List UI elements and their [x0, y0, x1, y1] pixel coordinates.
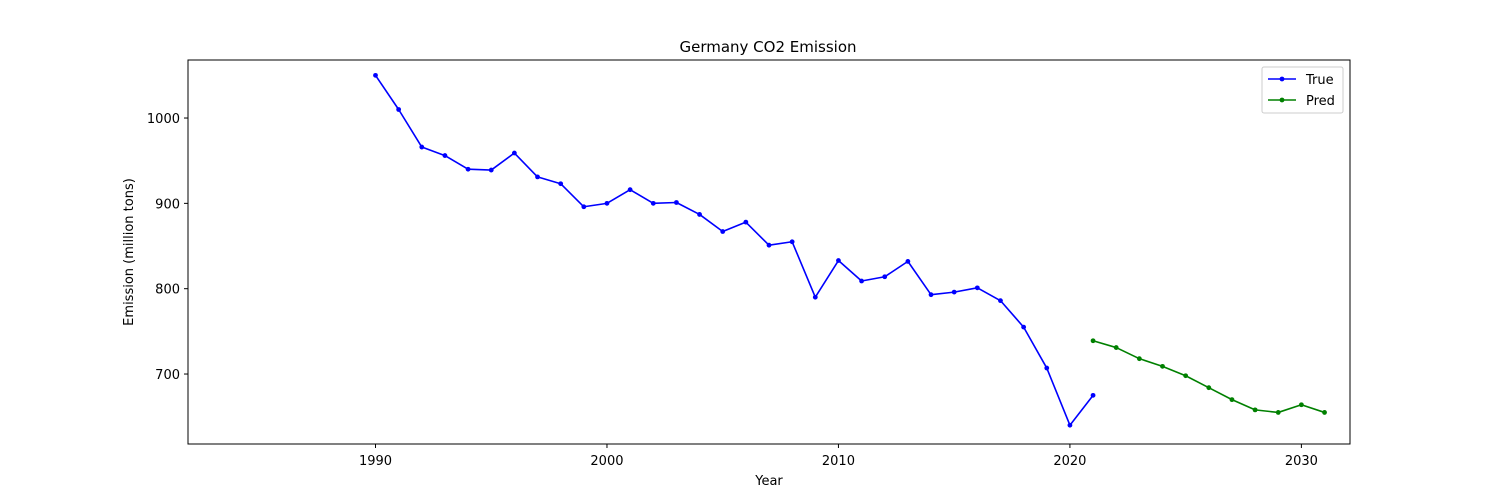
data-point-true	[558, 181, 564, 187]
legend-marker-pred	[1279, 97, 1285, 103]
data-point-pred	[1113, 345, 1119, 350]
y-axis: 700 800 900 1000	[147, 112, 188, 383]
data-point-true	[442, 153, 448, 158]
x-tick-label: 2020	[1053, 454, 1086, 469]
data-point-true	[650, 200, 656, 206]
axes-frame	[187, 59, 1351, 445]
data-point-pred	[1252, 407, 1258, 413]
data-point-pred	[1206, 385, 1212, 391]
series-line-true	[374, 74, 1094, 427]
data-point-true	[836, 258, 841, 263]
legend: True Pred	[1261, 66, 1344, 114]
data-point-true	[998, 298, 1003, 304]
data-point-pred	[1183, 373, 1189, 379]
y-axis-title: Emission (million tons)	[122, 178, 137, 326]
data-point-true	[465, 166, 471, 172]
data-point-true	[974, 285, 980, 291]
y-tick-label: 800	[155, 283, 180, 298]
data-point-true	[1044, 365, 1050, 371]
data-point-pred	[1275, 410, 1281, 415]
y-tick-label: 1000	[147, 112, 180, 127]
data-point-true	[581, 204, 587, 210]
data-point-pred	[1322, 410, 1327, 415]
data-point-true	[1067, 422, 1073, 428]
data-point-true	[697, 212, 702, 217]
data-point-true	[488, 167, 494, 173]
x-tick-label: 2010	[822, 454, 855, 469]
data-point-true	[812, 294, 818, 300]
data-point-true	[905, 258, 911, 264]
x-tick-label: 1990	[359, 454, 392, 469]
data-point-true	[882, 274, 888, 280]
y-tick-label: 700	[155, 368, 180, 383]
data-point-true	[928, 292, 934, 298]
data-point-true	[511, 150, 517, 156]
data-point-true	[951, 289, 957, 295]
series-layer	[373, 72, 1327, 428]
data-point-true	[627, 187, 633, 193]
legend-marker-true	[1279, 76, 1285, 82]
data-point-pred	[1160, 363, 1165, 369]
data-point-true	[1090, 392, 1096, 398]
data-point-true	[766, 242, 772, 248]
legend-label-pred: Pred	[1306, 94, 1335, 109]
x-axis-title: Year	[754, 474, 783, 489]
data-point-true	[535, 174, 540, 180]
plot-area	[187, 59, 1351, 445]
x-axis: 1990 2000 2010 2020 2030	[359, 444, 1318, 469]
data-point-true	[789, 239, 795, 245]
x-tick-label: 2030	[1285, 454, 1318, 469]
data-point-pred	[1090, 338, 1096, 344]
data-point-true	[419, 144, 425, 150]
chart-title: Germany CO2 Emission	[679, 38, 856, 56]
data-point-true	[1021, 324, 1027, 330]
data-point-true	[743, 219, 749, 225]
data-point-true	[674, 200, 679, 205]
data-point-true	[604, 200, 610, 206]
data-point-true	[720, 229, 726, 234]
data-point-pred	[1136, 356, 1142, 362]
y-tick-label: 900	[155, 197, 180, 212]
data-point-true	[859, 278, 864, 284]
x-tick-label: 2000	[590, 454, 623, 469]
data-point-true	[396, 107, 402, 112]
data-point-true	[373, 72, 378, 78]
data-point-pred	[1298, 402, 1304, 408]
legend-label-true: True	[1305, 73, 1334, 88]
data-point-pred	[1229, 397, 1235, 403]
